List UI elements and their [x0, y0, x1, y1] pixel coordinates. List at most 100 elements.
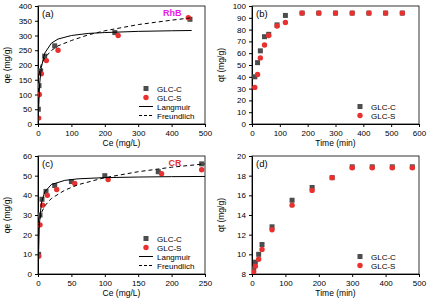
y-tick-label: 40 [23, 191, 32, 200]
data-point [258, 48, 263, 53]
y-tick-label: 40 [237, 73, 246, 82]
x-tick: 250 [199, 274, 213, 288]
y-tick: 60 [237, 49, 252, 58]
data-point [253, 263, 258, 268]
x-tick: 150 [132, 274, 146, 288]
x-tick: 200 [165, 274, 179, 288]
x-tick-mark [363, 124, 364, 127]
x-tick-mark [105, 124, 106, 127]
y-axis-title: qe (mg/g) [2, 47, 12, 84]
y-tick: 40 [237, 73, 252, 82]
y-tick: 30 [23, 211, 38, 220]
data-point [333, 10, 338, 15]
y-tick-mark [249, 112, 252, 113]
data-point [55, 48, 60, 53]
x-axis-title: Time (min) [315, 288, 355, 298]
y-tick: 100 [19, 91, 38, 100]
y-tick-mark [35, 65, 38, 66]
y-tick-mark [249, 176, 252, 177]
y-axis-line [249, 7, 253, 125]
data-point [52, 43, 57, 48]
y-tick-label: 90 [237, 14, 246, 23]
data-point [366, 11, 371, 16]
y-tick-mark [249, 30, 252, 31]
y-axis-line [35, 157, 39, 275]
x-tick-label: 100 [65, 129, 79, 138]
y-tick-mark [35, 176, 38, 177]
x-tick-mark [319, 274, 320, 277]
x-tick: 500 [385, 124, 399, 138]
data-point [45, 193, 50, 198]
y-tick: 20 [237, 152, 252, 161]
plot-area [38, 15, 192, 124]
y-tick: 8 [242, 270, 252, 279]
data-point [350, 11, 355, 16]
legend-key [357, 113, 362, 118]
figure: 0100200300400500050100150200250300350400… [0, 0, 428, 300]
data-point [283, 13, 288, 18]
plot-frame [38, 6, 205, 124]
data-point [259, 247, 264, 252]
y-tick: 18 [237, 172, 252, 181]
y-tick: 150 [19, 76, 38, 85]
x-tick-label: 100 [279, 279, 293, 288]
data-point [290, 198, 295, 203]
y-tick-label: 0 [28, 270, 33, 279]
plot-area [252, 10, 405, 90]
x-tick-label: 400 [357, 129, 371, 138]
legend-label: Freundlich [157, 112, 194, 121]
panel: 0100200300400500050100150200250300350400… [2, 2, 213, 148]
y-tick-label: 50 [23, 105, 32, 114]
x-tick-label: 400 [165, 129, 179, 138]
data-point [300, 11, 305, 16]
y-tick-label: 200 [19, 61, 33, 70]
legend: GLC-CGLC-S [357, 253, 396, 271]
x-tick-mark [285, 274, 286, 277]
legend-label: GLC-C [371, 103, 396, 112]
x-tick-mark [138, 124, 139, 127]
y-tick-mark [35, 274, 38, 275]
y-tick-label: 60 [237, 49, 246, 58]
legend-key [139, 106, 153, 107]
y-tick-label: 300 [19, 32, 33, 41]
x-axis: 0100200300400500 [250, 274, 426, 288]
legend-label: GLC-S [371, 112, 395, 121]
y-tick: 30 [237, 85, 252, 94]
data-point [258, 55, 263, 60]
data-point [274, 23, 279, 28]
plot-frame [38, 156, 205, 274]
y-axis: 0102030405060 [23, 152, 38, 279]
data-point [383, 11, 388, 16]
x-axis-line [253, 125, 420, 128]
y-tick-mark [35, 21, 38, 22]
x-tick-label: 300 [346, 279, 360, 288]
x-tick-label: 0 [250, 129, 255, 138]
x-tick-label: 300 [132, 129, 146, 138]
y-tick-mark [249, 215, 252, 216]
y-tick: 20 [237, 96, 252, 105]
panel-label: (b) [256, 8, 268, 19]
x-axis-line [39, 275, 206, 278]
x-axis-line [253, 275, 420, 278]
data-point [330, 175, 335, 180]
y-tick: 0 [28, 120, 38, 129]
legend-label: GLC-S [157, 94, 181, 103]
x-tick-label: 200 [301, 129, 315, 138]
x-tick-label: 600 [413, 129, 427, 138]
x-tick: 400 [379, 274, 393, 288]
y-axis: 050100150200250300350400 [19, 2, 39, 129]
y-axis-line [35, 7, 39, 125]
legend-label: GLC-C [371, 253, 396, 262]
plot-area [252, 164, 415, 274]
data-point [266, 33, 271, 38]
y-tick-label: 50 [23, 172, 32, 181]
y-tick-mark [249, 89, 252, 90]
x-tick: 50 [67, 274, 76, 288]
x-tick-mark [391, 124, 392, 127]
y-tick: 0 [28, 270, 38, 279]
x-tick-label: 400 [379, 279, 393, 288]
y-tick-mark [35, 109, 38, 110]
y-tick-label: 20 [237, 96, 246, 105]
data-point [283, 20, 288, 25]
x-tick-mark [105, 274, 106, 277]
